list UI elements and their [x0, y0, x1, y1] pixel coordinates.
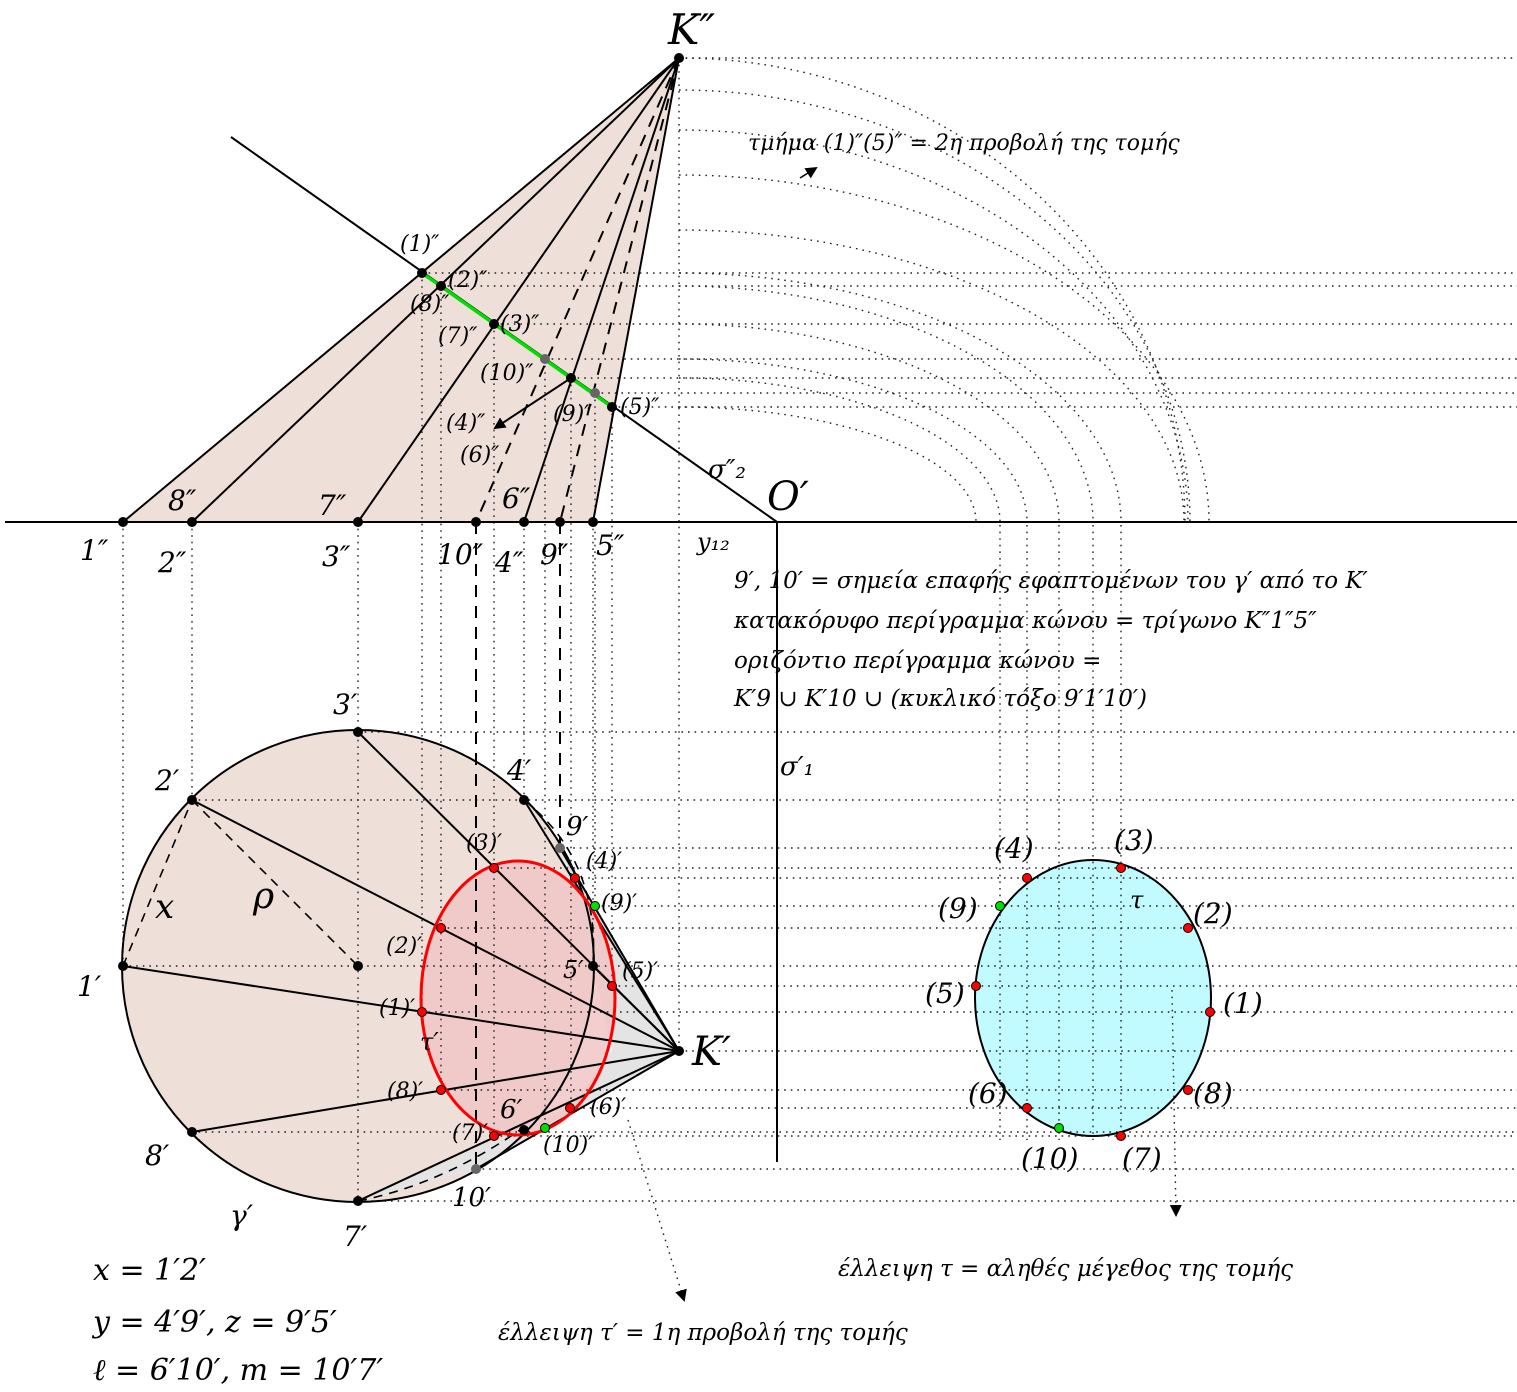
label-p6: 6′	[500, 1095, 523, 1125]
label-b10: 10″	[437, 538, 484, 571]
label-q5: (5)′	[622, 959, 658, 984]
labels: K″ K′ O′ y₁₂ σ″₂ σ′₁ ρ x γ′ τ τ′ 1″ 2″ 3…	[77, 5, 1263, 1253]
label-q2: (2)′	[386, 934, 422, 959]
label-x: x	[155, 887, 174, 927]
label-p7: 7′	[343, 1220, 368, 1253]
label-p3: 3′	[333, 688, 358, 721]
label-p2: 2′	[154, 764, 180, 797]
label-s8: (8)″	[410, 292, 450, 317]
label-s5: (5)″	[620, 395, 660, 420]
label-tau1: τ′	[420, 1028, 439, 1056]
label-b8: 8″	[168, 484, 197, 517]
black-points	[118, 53, 684, 1206]
label-rho: ρ	[252, 876, 274, 917]
label-tau: τ	[1130, 886, 1144, 914]
section-projection-fill	[421, 861, 615, 1135]
label-y12: y₁₂	[696, 528, 730, 556]
note-line2: κατακόρυφο περίγραμμα κώνου = τρίγωνο K″…	[733, 608, 1317, 634]
label-q10: (10)′	[543, 1133, 593, 1158]
label-b9: 9″	[540, 538, 569, 571]
label-s10: (10)″	[480, 361, 534, 386]
label-t1: (1)	[1223, 987, 1263, 1020]
label-gamma: γ′	[230, 1199, 254, 1232]
label-b7: 7″	[318, 489, 347, 522]
note-ellipse-true: έλλειψη τ = αληθές μέγεθος της τομής	[838, 1256, 1293, 1282]
true-size-ellipse	[974, 859, 1212, 1137]
eq-x: x = 1′2′	[93, 1253, 206, 1288]
note-ellipse-proj: έλλειψη τ′ = 1η προβολή της τομής	[498, 1320, 908, 1346]
note-segment: τμήμα (1)″(5)″ = 2η προβολή της τομής	[748, 131, 1180, 156]
red-points	[417, 863, 1215, 1141]
label-b3: 3″	[322, 540, 351, 573]
label-q3: (3)′	[466, 831, 502, 856]
annotations: τμήμα (1)″(5)″ = 2η προβολή της τομής 9′…	[91, 131, 1369, 1388]
label-s6: (6)″	[460, 443, 500, 468]
label-b5: 5″	[596, 529, 625, 562]
label-s3: (3)″	[500, 312, 540, 337]
label-s9: (9)″	[553, 402, 593, 427]
label-sigma1: σ′₁	[780, 752, 814, 782]
label-q9: (9)′	[601, 891, 637, 916]
label-p9: 9′	[566, 812, 589, 842]
label-p10: 10′	[452, 1183, 491, 1213]
label-p5: 5′	[563, 956, 584, 984]
front-view-generators	[122, 57, 680, 1169]
label-s7: (7)″	[438, 324, 478, 349]
label-b4: 4″	[494, 546, 524, 579]
label-s2: (2)″	[448, 268, 488, 293]
label-q8: (8)′	[387, 1079, 423, 1104]
eq-l-m: ℓ = 6′10′, m = 10′7′	[93, 1353, 383, 1388]
label-t2: (2)	[1193, 897, 1233, 930]
label-s4: (4)″	[446, 411, 486, 436]
label-p1: 1′	[77, 970, 102, 1003]
section-projection-ellipse	[419, 859, 617, 1137]
label-t9: (9)	[938, 892, 978, 925]
label-q1: (1)′	[379, 996, 415, 1021]
label-b6: 6″	[502, 482, 531, 515]
label-t4: (4)	[994, 832, 1034, 865]
label-t5: (5)	[925, 977, 965, 1010]
label-sigma2: σ″₂	[708, 455, 746, 485]
eq-y-z: y = 4′9′, z = 9′5′	[91, 1305, 337, 1340]
label-k2: K″	[667, 5, 715, 54]
label-q6: (6)′	[590, 1095, 626, 1120]
label-s1: (1)″	[400, 232, 440, 257]
note-line1: 9′, 10′ = σημεία επαφής εφαπτομένων του …	[734, 568, 1369, 594]
label-q4: (4)′	[586, 849, 622, 874]
label-p8: 8′	[145, 1139, 170, 1172]
label-t6: (6)	[968, 1077, 1008, 1110]
label-o: O′	[767, 474, 809, 520]
top-view-generators	[122, 731, 680, 1202]
label-p4: 4′	[506, 754, 532, 787]
label-t8: (8)	[1193, 1077, 1233, 1110]
section-front-projection	[420, 271, 614, 409]
note-line3: οριζόντιο περίγραμμα κώνου =	[734, 648, 1101, 674]
label-k1: K′	[691, 1029, 731, 1075]
label-t3: (3)	[1114, 824, 1154, 857]
green-points	[540, 901, 1064, 1133]
label-b2: 2″	[157, 546, 187, 579]
label-t10: (10)	[1021, 1142, 1078, 1175]
true-size-ellipse-fill	[975, 860, 1211, 1136]
label-t7: (7)	[1122, 1142, 1162, 1175]
label-q7: (7)′	[452, 1121, 488, 1146]
label-b1: 1″	[80, 534, 109, 567]
note-line4: K′9 ∪ K′10 ∪ (κυκλικό τόξο 9′1′10′)	[733, 686, 1147, 712]
